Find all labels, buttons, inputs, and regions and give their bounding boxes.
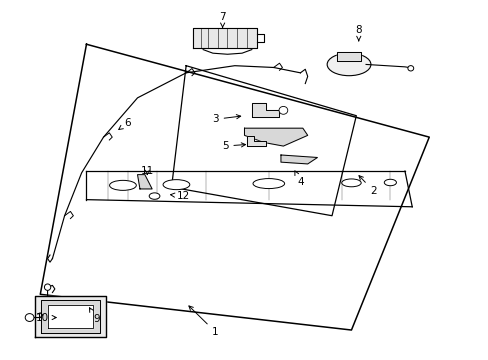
Ellipse shape [163, 180, 189, 190]
Text: 12: 12 [170, 191, 190, 201]
Polygon shape [41, 300, 100, 333]
Text: 7: 7 [219, 13, 225, 28]
Ellipse shape [384, 179, 396, 186]
Ellipse shape [149, 193, 160, 199]
Polygon shape [251, 103, 278, 117]
Polygon shape [193, 28, 256, 48]
Text: 6: 6 [119, 118, 131, 130]
Text: 4: 4 [294, 171, 303, 187]
Ellipse shape [326, 53, 370, 76]
Ellipse shape [252, 179, 284, 189]
Text: 11: 11 [141, 166, 154, 176]
Text: 9: 9 [89, 308, 100, 324]
Ellipse shape [25, 314, 34, 321]
Polygon shape [48, 305, 93, 328]
Text: 1: 1 [188, 306, 218, 337]
Polygon shape [137, 175, 152, 189]
Text: 8: 8 [355, 25, 361, 41]
Ellipse shape [279, 107, 287, 114]
Ellipse shape [44, 284, 51, 291]
Text: 10: 10 [36, 312, 56, 323]
Ellipse shape [341, 179, 361, 187]
Ellipse shape [407, 66, 413, 71]
Ellipse shape [109, 180, 136, 190]
Polygon shape [281, 155, 317, 164]
Polygon shape [246, 136, 266, 146]
Text: 3: 3 [212, 114, 240, 124]
Text: 5: 5 [221, 141, 245, 151]
Text: 2: 2 [358, 176, 376, 196]
Polygon shape [336, 51, 361, 61]
Polygon shape [244, 128, 307, 146]
Polygon shape [35, 296, 106, 337]
